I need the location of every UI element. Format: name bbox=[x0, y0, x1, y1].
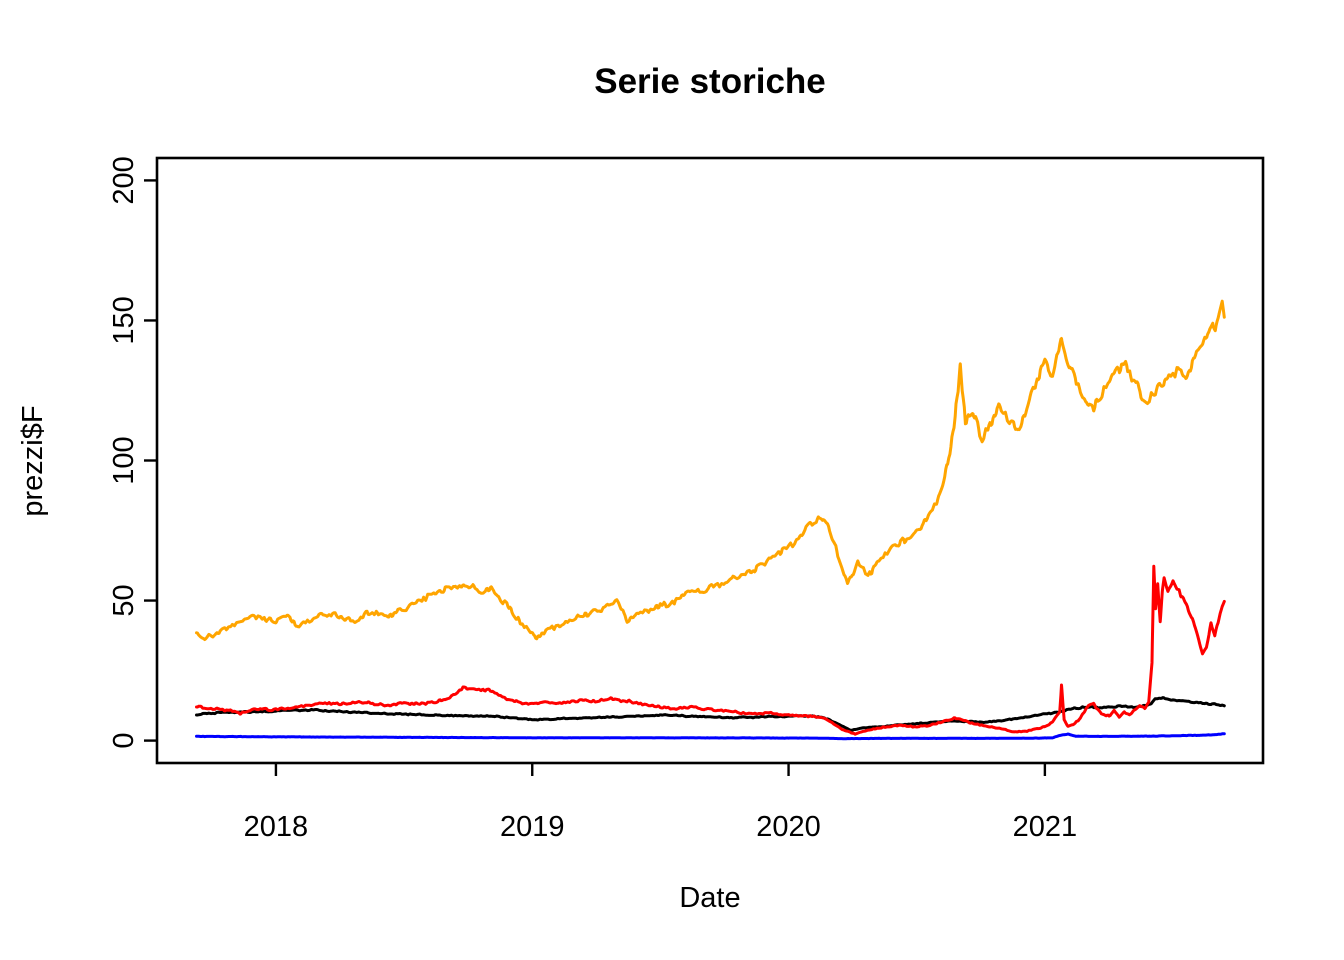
chart-title: Serie storiche bbox=[594, 62, 826, 101]
y-tick-label: 50 bbox=[108, 584, 140, 616]
y-tick-label: 0 bbox=[108, 733, 140, 749]
y-tick-label: 150 bbox=[108, 296, 140, 344]
x-tick-label: 2019 bbox=[500, 811, 565, 843]
series-layer bbox=[195, 299, 1226, 741]
x-tick-label: 2021 bbox=[1013, 811, 1078, 843]
y-tick-label: 100 bbox=[108, 436, 140, 484]
x-tick-label: 2018 bbox=[244, 811, 309, 843]
y-axis-label: prezzi$F bbox=[17, 405, 49, 517]
x-tick-label: 2020 bbox=[756, 811, 821, 843]
red-series bbox=[195, 564, 1226, 736]
orange-series bbox=[195, 299, 1226, 642]
x-axis-label: Date bbox=[679, 882, 741, 914]
plot-box bbox=[155, 156, 1265, 765]
y-tick-label: 200 bbox=[108, 156, 140, 204]
blue-series bbox=[195, 732, 1226, 741]
